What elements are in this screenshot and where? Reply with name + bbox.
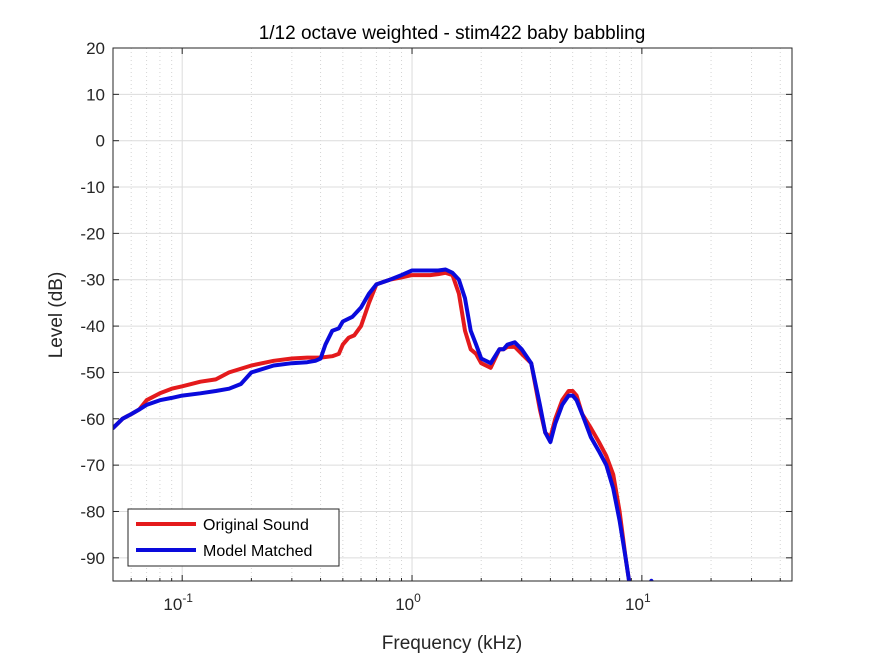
- x-tick-label-exponent: 0: [414, 591, 421, 605]
- plot-area: [113, 48, 792, 581]
- series-layer: [113, 267, 654, 581]
- data-point-stray: [649, 578, 654, 581]
- x-tick-label-base: 10: [625, 595, 644, 614]
- series-line-model-matched: [113, 267, 632, 581]
- y-tick-label: -10: [80, 178, 105, 197]
- x-tick-label: 100: [395, 591, 421, 614]
- x-tick-label-exponent: -1: [182, 591, 193, 605]
- y-tick-label: -90: [80, 549, 105, 568]
- x-tick-label-base: 10: [395, 595, 414, 614]
- legend-label-original-sound: Original Sound: [203, 517, 309, 534]
- plot-frame: [112, 47, 793, 582]
- axis-ticks: [113, 47, 792, 581]
- x-tick-label: 101: [625, 591, 651, 614]
- y-tick-label: -60: [80, 410, 105, 429]
- y-tick-label: -50: [80, 363, 105, 382]
- legend-box: [127, 508, 340, 567]
- y-tick-label: -30: [80, 271, 105, 290]
- x-tick-labels: 10-1 100 101: [163, 591, 651, 614]
- y-tick-label: 0: [96, 132, 105, 151]
- minor-grid: [130, 48, 781, 581]
- y-tick-label: 10: [86, 85, 105, 104]
- y-tick-label: -20: [80, 224, 105, 243]
- y-axis-label: Level (dB): [46, 272, 67, 359]
- y-tick-label: -70: [80, 456, 105, 475]
- x-tick-label: 10-1: [163, 591, 193, 614]
- y-tick-label: 20: [86, 39, 105, 58]
- y-tick-labels: 20 10 0 -10 -20 -30 -40 -50 -60 -70 -80 -90: [80, 39, 105, 568]
- x-axis-label: Frequency (kHz): [382, 633, 522, 654]
- legend: Original Sound Model Matched: [127, 508, 340, 567]
- x-tick-label-exponent: 1: [644, 591, 651, 605]
- y-tick-label: -40: [80, 317, 105, 336]
- legend-label-model-matched: Model Matched: [203, 543, 312, 560]
- chart-title: 1/12 octave weighted - stim422 baby babb…: [259, 23, 646, 44]
- series-line-original-sound: [113, 270, 632, 581]
- y-tick-label: -80: [80, 502, 105, 521]
- x-tick-label-base: 10: [163, 595, 182, 614]
